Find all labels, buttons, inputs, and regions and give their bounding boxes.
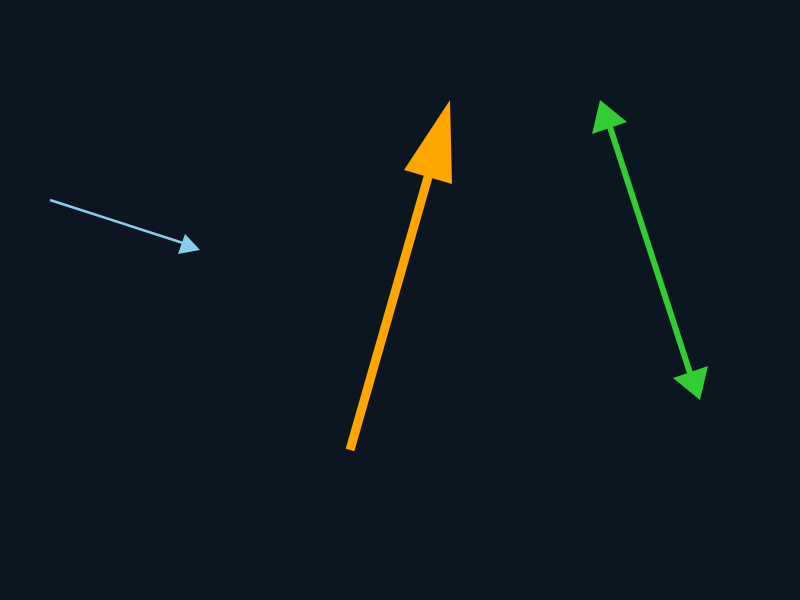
green-double-arrow (592, 100, 708, 400)
orange-arrow-head (404, 100, 452, 184)
orange-arrow-shaft (345, 161, 437, 452)
green-arrow-shaft (605, 120, 695, 380)
orange-arrow (345, 100, 452, 452)
green-arrow-head-start (592, 100, 627, 134)
green-arrow-head-end (673, 366, 708, 400)
light-blue-arrow-head (178, 234, 200, 254)
light-blue-arrow (49, 198, 200, 254)
light-blue-arrow-shaft (49, 198, 184, 245)
